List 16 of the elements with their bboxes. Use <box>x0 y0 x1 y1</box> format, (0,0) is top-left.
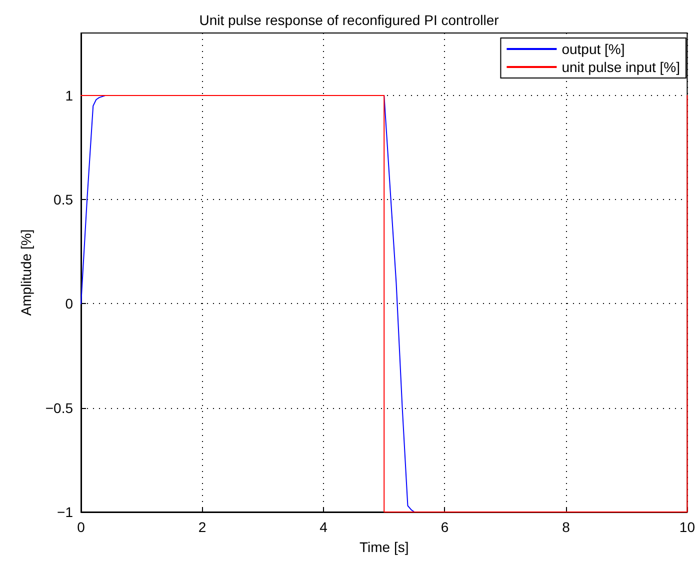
y-axis-title: Amplitude [%] <box>18 229 34 316</box>
y-tick-label: −1 <box>57 504 74 520</box>
legend-label: unit pulse input [%] <box>562 59 680 75</box>
x-tick-label: 8 <box>562 519 570 535</box>
y-tick-label: 0 <box>65 296 74 312</box>
y-tick-label: 0.5 <box>54 192 74 208</box>
x-tick-label: 6 <box>440 519 449 535</box>
legend-label: output [%] <box>562 41 625 57</box>
x-tick-label: 2 <box>198 519 206 535</box>
chart-title: Unit pulse response of reconfigured PI controller <box>199 12 500 28</box>
x-axis-title: Time [s] <box>359 539 409 555</box>
y-tick-label: −0.5 <box>45 400 74 416</box>
x-tick-label: 10 <box>679 519 696 535</box>
x-tick-label: 0 <box>77 519 86 535</box>
y-tick-label: 1 <box>65 87 74 104</box>
x-tick-label: 4 <box>320 519 328 535</box>
